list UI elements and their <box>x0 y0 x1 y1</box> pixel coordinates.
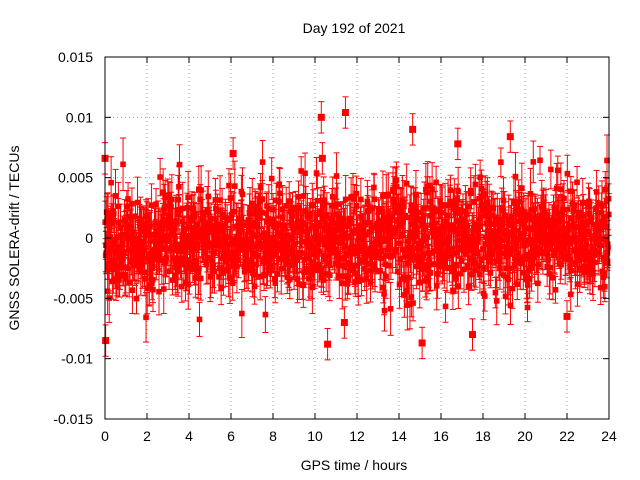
data-point <box>274 255 281 293</box>
data-point <box>297 209 304 247</box>
y-tick-label: -0.005 <box>53 290 93 306</box>
data-point <box>341 96 349 129</box>
data-point <box>433 165 440 199</box>
data-point <box>229 137 237 170</box>
data-point <box>567 276 574 312</box>
x-tick-label: 24 <box>601 428 617 444</box>
data-point <box>318 142 326 175</box>
data-point <box>259 140 266 185</box>
data-point <box>387 281 394 336</box>
data-point <box>196 301 203 337</box>
data-point <box>523 251 530 304</box>
x-tick-label: 16 <box>433 428 449 444</box>
y-tick-label: -0.015 <box>53 411 93 427</box>
data-point <box>493 276 500 326</box>
data-point <box>409 113 417 146</box>
data-point <box>317 194 324 234</box>
data-point <box>514 268 521 301</box>
x-tick-label: 18 <box>475 428 491 444</box>
data-point <box>268 157 275 200</box>
x-tick-label: 20 <box>517 428 533 444</box>
data-point <box>552 276 559 304</box>
chart-title: Day 192 of 2021 <box>303 20 406 36</box>
data-point <box>563 300 571 333</box>
data-point <box>238 288 245 339</box>
data-point <box>239 167 246 222</box>
y-axis-label: GNSS SOLERA-drift / TECUs <box>6 146 22 331</box>
x-tick-label: 6 <box>227 428 235 444</box>
x-tick-label: 4 <box>185 428 193 444</box>
data-point <box>537 145 544 175</box>
data-point <box>497 147 504 177</box>
y-tick-label: -0.01 <box>61 351 93 367</box>
data-point <box>149 267 156 313</box>
data-point <box>554 155 561 186</box>
data-point <box>574 165 581 199</box>
y-tick-label: 0.005 <box>58 170 93 186</box>
data-point <box>418 326 426 360</box>
data-point <box>400 180 407 234</box>
data-point <box>481 280 488 312</box>
data-point <box>472 163 479 206</box>
data-point <box>467 177 474 210</box>
x-tick-label: 12 <box>349 428 365 444</box>
data-point <box>230 192 237 232</box>
x-tick-label: 22 <box>559 428 575 444</box>
y-tick-label: 0.015 <box>58 49 93 65</box>
data-point <box>324 328 332 361</box>
x-tick-label: 10 <box>307 428 323 444</box>
x-axis-label: GPS time / hours <box>301 457 408 473</box>
data-point <box>571 189 578 221</box>
data-point <box>176 144 183 185</box>
x-tick-label: 14 <box>391 428 407 444</box>
data-point <box>313 156 320 190</box>
data-point <box>157 157 164 197</box>
data-point <box>547 149 554 190</box>
data-point <box>406 279 413 330</box>
data-point <box>454 127 462 161</box>
data-point <box>410 284 417 322</box>
data-points <box>101 96 612 361</box>
axis-ticks: 0 2 4 6 8 10 12 14 16 18 20 22 240.0150.010.0050-0.0… <box>53 49 617 444</box>
y-tick-label: 0.01 <box>66 109 93 125</box>
x-tick-label: 8 <box>269 428 277 444</box>
data-point <box>102 324 110 357</box>
data-point <box>381 289 388 332</box>
x-tick-label: 2 <box>143 428 151 444</box>
data-point <box>156 268 163 316</box>
data-point <box>133 282 140 315</box>
data-point <box>469 318 476 351</box>
data-point <box>506 120 514 153</box>
data-point <box>530 140 537 184</box>
data-point <box>564 154 571 193</box>
data-point <box>317 101 325 134</box>
x-tick-label: 0 <box>101 428 109 444</box>
y-tick-label: 0 <box>85 230 93 246</box>
data-point <box>512 152 519 202</box>
data-point <box>302 152 309 194</box>
data-point <box>143 292 150 343</box>
data-point <box>442 290 449 323</box>
data-point <box>333 152 340 200</box>
data-point <box>262 296 269 334</box>
data-point <box>340 306 348 339</box>
data-point <box>601 271 608 303</box>
